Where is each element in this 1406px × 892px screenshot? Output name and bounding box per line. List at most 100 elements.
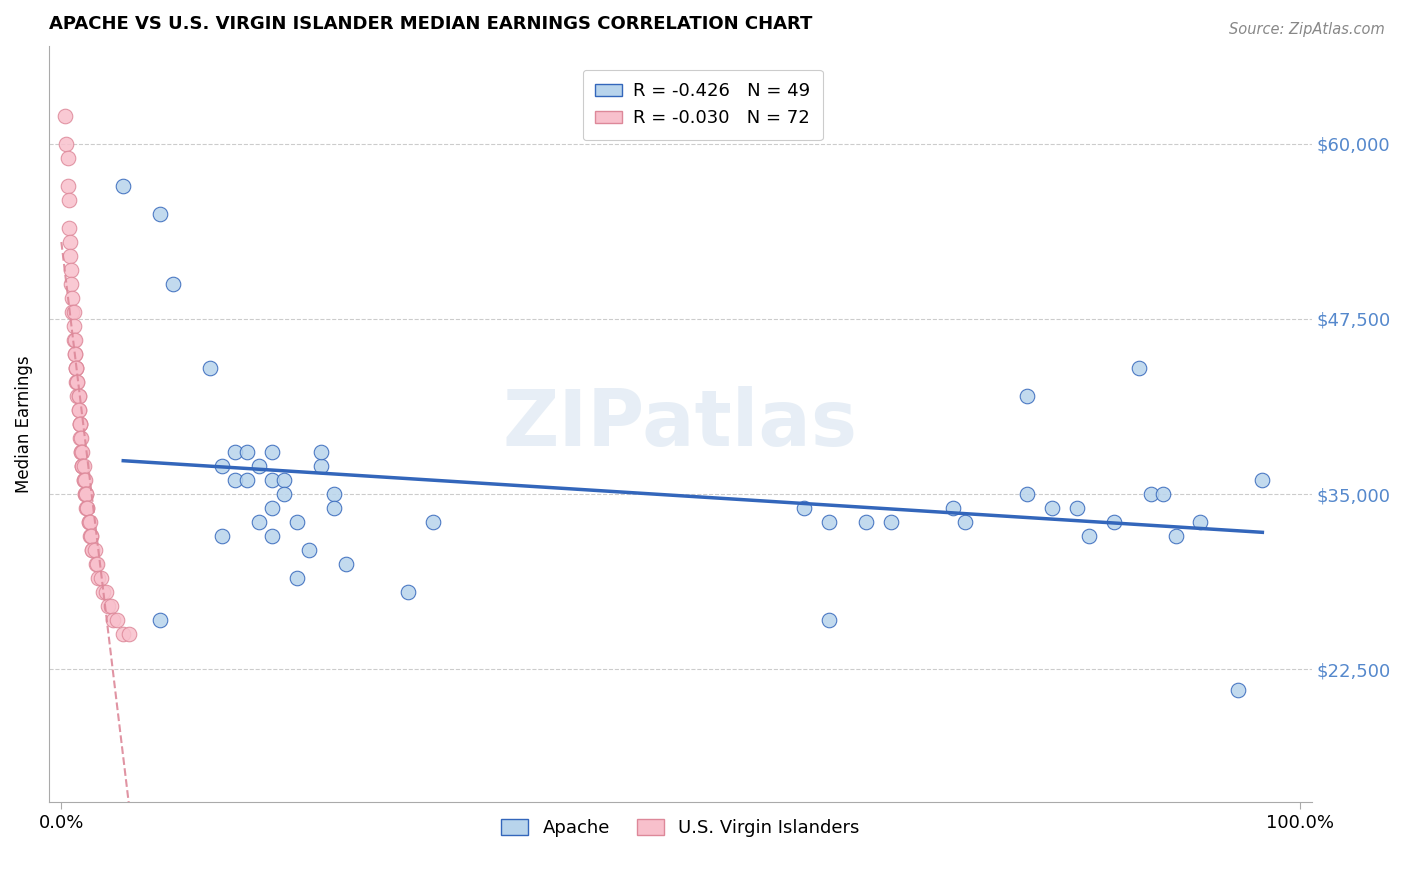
Point	[818, 613, 841, 627]
Point	[67, 389, 90, 403]
Point	[77, 515, 100, 529]
Point	[58, 220, 80, 235]
Point	[72, 458, 94, 473]
Point	[72, 458, 94, 473]
Point	[76, 501, 98, 516]
Point	[90, 571, 112, 585]
Point	[942, 501, 965, 516]
Point	[53, 109, 76, 123]
Point	[162, 277, 184, 291]
Point	[80, 529, 103, 543]
Point	[1066, 501, 1088, 516]
Point	[818, 515, 841, 529]
Point	[311, 458, 333, 473]
Point	[79, 529, 101, 543]
Point	[62, 333, 84, 347]
Point	[86, 557, 108, 571]
Point	[72, 445, 94, 459]
Point	[65, 360, 87, 375]
Point	[65, 360, 87, 375]
Point	[93, 585, 115, 599]
Point	[94, 585, 117, 599]
Point	[62, 305, 84, 319]
Point	[285, 515, 308, 529]
Point	[72, 458, 94, 473]
Point	[396, 585, 419, 599]
Point	[149, 613, 172, 627]
Point	[75, 487, 97, 501]
Point	[880, 515, 903, 529]
Point	[69, 417, 91, 431]
Point	[80, 529, 103, 543]
Point	[70, 431, 93, 445]
Point	[1189, 515, 1212, 529]
Point	[84, 557, 107, 571]
Point	[273, 487, 295, 501]
Point	[65, 360, 87, 375]
Point	[103, 613, 125, 627]
Point	[60, 277, 83, 291]
Point	[56, 178, 79, 193]
Point	[112, 178, 135, 193]
Point	[260, 445, 283, 459]
Point	[97, 599, 120, 613]
Point	[76, 501, 98, 516]
Point	[211, 458, 233, 473]
Point	[63, 333, 86, 347]
Point	[953, 515, 976, 529]
Point	[73, 487, 96, 501]
Point	[72, 473, 94, 487]
Point	[82, 543, 104, 558]
Point	[224, 473, 246, 487]
Point	[1152, 487, 1174, 501]
Point	[63, 347, 86, 361]
Point	[1164, 529, 1187, 543]
Point	[249, 458, 271, 473]
Point	[58, 193, 80, 207]
Point	[1140, 487, 1163, 501]
Point	[298, 543, 321, 558]
Point	[100, 599, 122, 613]
Point	[70, 445, 93, 459]
Point	[79, 515, 101, 529]
Point	[273, 473, 295, 487]
Point	[1040, 501, 1063, 516]
Point	[77, 515, 100, 529]
Point	[260, 501, 283, 516]
Point	[70, 445, 93, 459]
Point	[335, 557, 357, 571]
Text: ZIPatlas: ZIPatlas	[503, 386, 858, 462]
Point	[65, 375, 87, 389]
Point	[62, 305, 84, 319]
Point	[63, 347, 86, 361]
Point	[1251, 473, 1274, 487]
Point	[322, 501, 344, 516]
Point	[66, 389, 89, 403]
Point	[67, 389, 90, 403]
Point	[236, 445, 259, 459]
Point	[1102, 515, 1125, 529]
Point	[1078, 529, 1101, 543]
Point	[285, 571, 308, 585]
Point	[793, 501, 815, 516]
Point	[72, 458, 94, 473]
Point	[75, 501, 97, 516]
Point	[1017, 389, 1039, 403]
Point	[73, 473, 96, 487]
Point	[260, 473, 283, 487]
Point	[422, 515, 444, 529]
Point	[1017, 487, 1039, 501]
Point	[59, 249, 82, 263]
Point	[118, 627, 141, 641]
Point	[82, 543, 104, 558]
Point	[112, 627, 135, 641]
Point	[198, 360, 221, 375]
Point	[60, 263, 83, 277]
Point	[62, 318, 84, 333]
Point	[211, 529, 233, 543]
Point	[55, 136, 77, 151]
Point	[260, 529, 283, 543]
Point	[67, 403, 90, 417]
Y-axis label: Median Earnings: Median Earnings	[15, 355, 32, 492]
Point	[72, 473, 94, 487]
